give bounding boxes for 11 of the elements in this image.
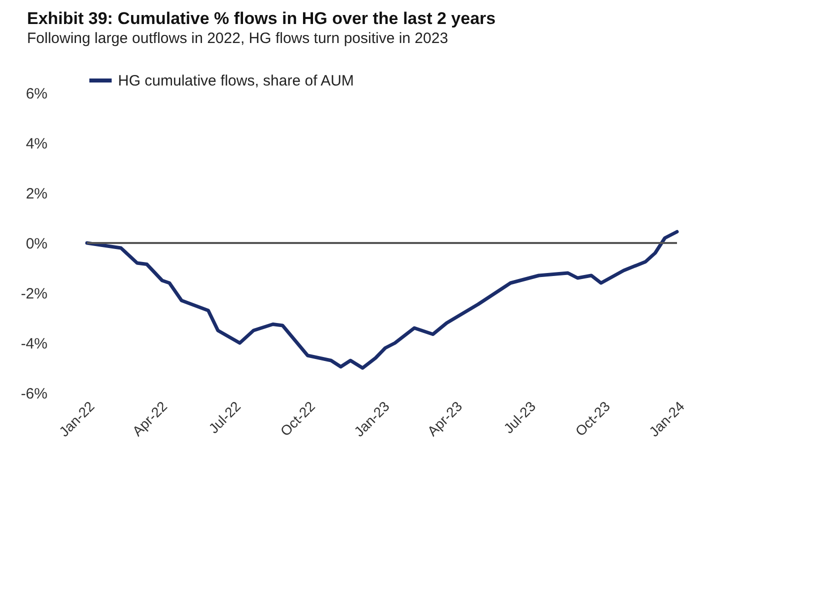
chart-title: Exhibit 39: Cumulative % flows in HG over the last 2 years: [27, 9, 496, 28]
legend-label: HG cumulative flows, share of AUM: [118, 72, 354, 90]
line-series: [85, 230, 679, 370]
chart-subtitle: Following large outflows in 2022, HG flows turn positive in 2023: [27, 30, 448, 47]
y-tick-label: 0%: [26, 236, 48, 252]
y-tick-label: 2%: [26, 186, 48, 202]
y-tick-label: -6%: [20, 386, 48, 402]
y-tick-label: 6%: [26, 86, 48, 102]
y-tick-label: -4%: [20, 336, 48, 352]
y-tick-label: 4%: [26, 136, 48, 152]
y-tick-label: -2%: [20, 286, 48, 302]
